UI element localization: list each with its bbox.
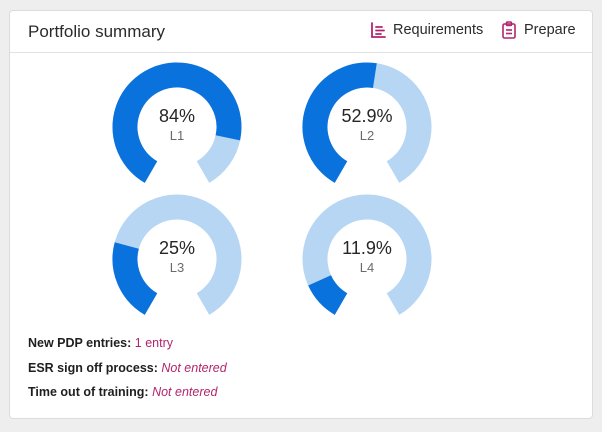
gauge-level-label: L2 [359, 128, 375, 143]
esr-signoff-label: ESR sign off process: [28, 361, 158, 375]
gauge-value: 25% [158, 238, 196, 258]
portfolio-summary-card: Portfolio summary Requirements [9, 10, 593, 419]
clipboard-icon [501, 21, 517, 39]
gauge-l3: 25% L3 [110, 192, 244, 326]
gauge-fill [112, 62, 242, 183]
gauge-fill [302, 62, 377, 183]
time-out-of-training-row: Time out of training: Not entered [28, 385, 217, 399]
gauge-level-label: L1 [169, 128, 185, 143]
pdp-entries-link[interactable]: 1 entry [134, 336, 173, 350]
gauge-l4: 11.9% L4 [300, 192, 434, 326]
gauge-fill [112, 242, 158, 315]
gauge-ring [302, 62, 432, 183]
prepare-label: Prepare [524, 22, 576, 38]
gauge-level-label: L4 [359, 260, 375, 275]
gauge-l2: 52.9% L2 [300, 60, 434, 194]
gauge-value: 84% [158, 106, 196, 126]
gauge-value: 52.9% [341, 106, 393, 126]
gauge-ring [112, 194, 242, 315]
gauge-ring [302, 194, 432, 315]
esr-signoff-value: Not entered [161, 361, 227, 375]
time-out-value: Not entered [152, 385, 218, 399]
gauge-value: 11.9% [342, 238, 392, 258]
time-out-label: Time out of training: [28, 385, 149, 399]
list-icon [370, 21, 386, 39]
pdp-entries-label: New PDP entries: [28, 336, 132, 350]
card-title: Portfolio summary [28, 22, 165, 41]
requirements-button[interactable]: Requirements [370, 21, 483, 39]
gauge-ring [112, 62, 242, 183]
requirements-label: Requirements [393, 22, 484, 38]
gauge-track [302, 194, 432, 315]
esr-signoff-row: ESR sign off process: Not entered [28, 361, 227, 375]
prepare-button[interactable]: Prepare [501, 21, 576, 39]
pdp-entries-row: New PDP entries: 1 entry [28, 336, 173, 350]
card-header: Portfolio summary Requirements [10, 11, 592, 53]
gauge-l1: 84% L1 [110, 60, 244, 194]
gauge-level-label: L3 [169, 260, 185, 275]
gauge-fill [308, 274, 348, 315]
